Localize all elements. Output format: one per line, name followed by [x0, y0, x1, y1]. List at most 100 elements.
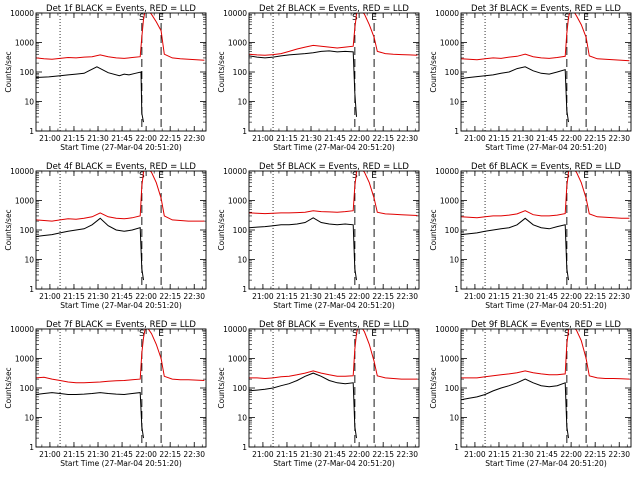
y-tick-label: 100 — [233, 384, 248, 393]
y-tick-label: 10000 — [223, 9, 247, 18]
x-axis-label: Start Time (27-Mar-04 20:51:20) — [273, 301, 395, 310]
panel-title: Det 6f BLACK = Events, RED = LLD — [471, 162, 621, 172]
x-tick-label: 22:00 — [135, 134, 157, 143]
plot-frame — [460, 170, 632, 290]
y-tick-label: 1 — [454, 443, 459, 452]
x-tick-label: 22:15 — [584, 292, 606, 301]
y-tick-label: 10000 — [223, 167, 247, 176]
panel-title: Det 9f BLACK = Events, RED = LLD — [471, 320, 621, 330]
x-tick-label: 21:00 — [39, 134, 61, 143]
end-marker-label: E — [371, 13, 377, 23]
x-tick-label: 22:00 — [560, 450, 582, 459]
x-tick-label: 22:00 — [135, 292, 157, 301]
y-tick-label: 1000 — [228, 197, 247, 206]
x-tick-label: 22:30 — [608, 134, 630, 143]
x-tick-label: 21:45 — [111, 134, 133, 143]
panel-det-7: Det 7f BLACK = Events, RED = LLD 1 10 100 10… — [4, 320, 207, 468]
x-tick-label: 21:00 — [252, 292, 274, 301]
y-tick-label: 10 — [449, 414, 459, 423]
x-tick-label: 22:15 — [584, 134, 606, 143]
y-axis-label: Counts/sec — [429, 367, 438, 408]
events-series-line — [461, 378, 569, 439]
panel-title: Det 4f BLACK = Events, RED = LLD — [46, 162, 196, 172]
x-tick-label: 22:30 — [608, 450, 630, 459]
x-tick-label: 22:15 — [159, 134, 181, 143]
x-tick-label: 21:15 — [63, 292, 85, 301]
x-tick-label: 22:30 — [396, 134, 418, 143]
lld-series-line — [249, 171, 418, 216]
y-tick-label: 100 — [233, 68, 248, 77]
y-tick-label: 1000 — [228, 355, 247, 364]
start-marker-label: S — [352, 13, 358, 23]
y-tick-label: 10 — [24, 414, 34, 423]
x-axis-label: Start Time (27-Mar-04 20:51:20) — [485, 301, 607, 310]
end-marker-label: E — [583, 13, 589, 23]
x-tick-label: 21:15 — [276, 450, 298, 459]
y-tick-label: 1000 — [15, 197, 34, 206]
y-tick-label: 1000 — [440, 355, 459, 364]
panel-title: Det 8f BLACK = Events, RED = LLD — [259, 320, 409, 330]
y-axis-label: Counts/sec — [429, 51, 438, 92]
x-tick-label: 21:15 — [488, 450, 510, 459]
panel-det-2: Det 2f BLACK = Events, RED = LLD 1 10 100 10… — [217, 4, 420, 152]
y-tick-label: 1000 — [440, 197, 459, 206]
y-tick-label: 10 — [24, 256, 34, 265]
y-tick-label: 10000 — [10, 167, 34, 176]
lld-series-line — [461, 329, 630, 380]
x-tick-label: 22:15 — [159, 292, 181, 301]
x-tick-label: 21:30 — [300, 134, 322, 143]
end-marker-label: E — [371, 329, 377, 339]
y-tick-label: 100 — [445, 68, 460, 77]
x-tick-label: 22:00 — [348, 292, 370, 301]
x-tick-label: 21:45 — [324, 134, 346, 143]
plot-frame — [248, 328, 420, 448]
y-tick-label: 10000 — [223, 325, 247, 334]
panel-det-1: Det 1f BLACK = Events, RED = LLD 1 10 100 10… — [4, 4, 207, 152]
plot-frame — [460, 328, 632, 448]
plot-frame — [248, 12, 420, 132]
x-tick-label: 21:30 — [87, 450, 109, 459]
y-tick-label: 10 — [237, 98, 247, 107]
end-marker-label: E — [371, 171, 377, 181]
y-tick-label: 10000 — [435, 167, 459, 176]
y-axis-label: Counts/sec — [217, 209, 226, 250]
x-tick-label: 21:30 — [512, 450, 534, 459]
y-tick-label: 10000 — [435, 9, 459, 18]
panel-title: Det 7f BLACK = Events, RED = LLD — [46, 320, 196, 330]
x-tick-label: 21:30 — [512, 134, 534, 143]
lld-series-line — [249, 329, 418, 380]
y-tick-label: 100 — [445, 226, 460, 235]
x-tick-label: 21:00 — [464, 134, 486, 143]
start-marker-label: S — [564, 171, 570, 181]
start-marker-label: S — [564, 329, 570, 339]
y-tick-label: 10000 — [10, 9, 34, 18]
x-tick-label: 21:00 — [39, 292, 61, 301]
y-tick-label: 1000 — [15, 355, 34, 364]
x-tick-label: 21:00 — [39, 450, 61, 459]
x-tick-label: 21:30 — [300, 450, 322, 459]
y-tick-label: 1 — [242, 443, 247, 452]
y-tick-label: 100 — [20, 68, 35, 77]
x-tick-label: 22:00 — [560, 134, 582, 143]
x-tick-label: 22:15 — [159, 450, 181, 459]
y-tick-label: 10 — [449, 256, 459, 265]
y-tick-label: 1 — [242, 285, 247, 294]
start-marker-label: S — [352, 329, 358, 339]
x-tick-label: 22:30 — [183, 450, 205, 459]
panel-title: Det 2f BLACK = Events, RED = LLD — [259, 4, 409, 14]
x-tick-label: 21:15 — [276, 292, 298, 301]
y-tick-label: 100 — [20, 384, 35, 393]
start-marker-label: S — [564, 13, 570, 23]
x-tick-label: 21:15 — [63, 450, 85, 459]
plot-frame — [35, 328, 207, 448]
x-tick-label: 21:00 — [464, 450, 486, 459]
x-tick-label: 21:45 — [536, 450, 558, 459]
events-series-line — [249, 217, 357, 281]
start-marker-label: S — [139, 329, 145, 339]
y-tick-label: 10000 — [10, 325, 34, 334]
x-tick-label: 21:30 — [87, 292, 109, 301]
x-tick-label: 21:30 — [512, 292, 534, 301]
x-tick-label: 22:00 — [560, 292, 582, 301]
events-series-line — [249, 50, 357, 117]
